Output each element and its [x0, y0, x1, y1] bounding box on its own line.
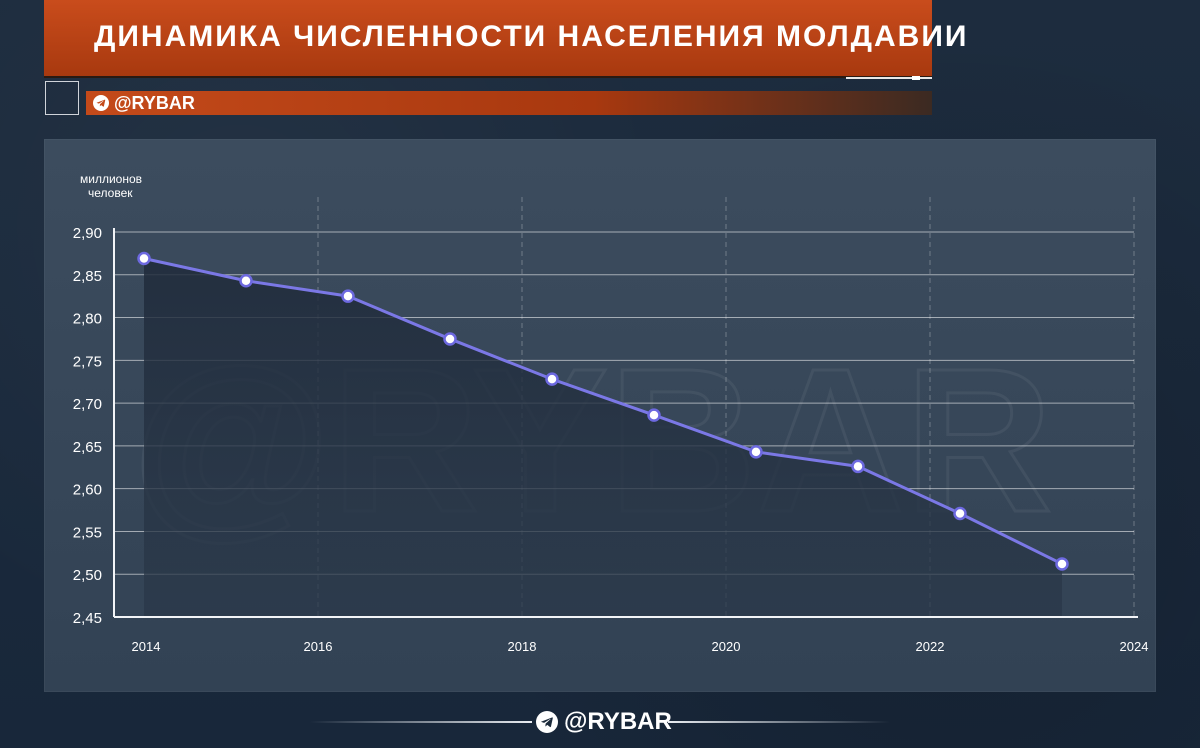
page-title: ДИНАМИКА ЧИСЛЕННОСТИ НАСЕЛЕНИЯ МОЛДАВИИ: [94, 20, 969, 53]
data-point: [239, 274, 253, 288]
x-tick-label: 2018: [508, 639, 537, 654]
title-rule-dot: [912, 76, 920, 80]
title-bar: ДИНАМИКА ЧИСЛЕННОСТИ НАСЕЛЕНИЯ МОЛДАВИИ: [44, 0, 966, 78]
data-point: [545, 372, 559, 386]
population-chart: @RYBAR 2,902,852,802,752,702,652,602,552…: [73, 172, 1149, 654]
y-tick-label: 2,60: [73, 482, 102, 499]
data-point: [137, 251, 151, 266]
data-point: [749, 445, 763, 459]
y-tick-label: 2,75: [73, 353, 102, 370]
data-point: [851, 459, 865, 474]
brand-handle: @RYBAR: [114, 93, 195, 113]
y-axis-label-line2: человек: [88, 186, 133, 200]
area-fill: [144, 258, 1062, 617]
footer-handle: @RYBAR: [564, 708, 672, 735]
footer-brand: @RYBAR: [536, 708, 672, 736]
chart-panel: @RYBAR 2,902,852,802,752,702,652,602,552…: [44, 139, 1156, 692]
footer-rule-right: [668, 721, 890, 723]
brand-square: [45, 81, 79, 115]
y-tick-label: 2,85: [73, 268, 102, 285]
data-point: [953, 506, 967, 521]
y-tick-label: 2,45: [73, 610, 102, 627]
x-tick-labels: 2014 2016 2018 2020 2022 2024: [132, 639, 1149, 654]
y-axis-label-line1: миллионов: [80, 172, 142, 186]
telegram-icon: [536, 711, 558, 733]
data-point: [647, 408, 661, 422]
y-tick-label: 2,70: [73, 396, 102, 413]
telegram-icon: [93, 95, 109, 111]
y-tick-label: 2,80: [73, 311, 102, 328]
series-line: [143, 257, 1063, 566]
y-tick-labels: 2,90 2,85 2,80 2,75 2,70 2,65 2,60 2,55 2,50 2,45: [73, 225, 102, 627]
y-tick-label: 2,55: [73, 524, 102, 541]
data-point: [443, 332, 457, 346]
footer-rule-left: [310, 721, 532, 723]
y-tick-label: 2,50: [73, 567, 102, 584]
title-rule: [846, 77, 932, 79]
brand-strip: @RYBAR: [86, 91, 932, 115]
x-tick-label: 2014: [132, 639, 161, 654]
x-tick-label: 2022: [916, 639, 945, 654]
x-tick-label: 2016: [304, 639, 333, 654]
y-tick-label: 2,65: [73, 439, 102, 456]
data-point: [1055, 557, 1069, 571]
data-point: [341, 289, 355, 303]
x-tick-label: 2024: [1120, 639, 1149, 654]
y-tick-label: 2,90: [73, 225, 102, 242]
x-tick-label: 2020: [712, 639, 741, 654]
data-points: [137, 251, 1069, 571]
